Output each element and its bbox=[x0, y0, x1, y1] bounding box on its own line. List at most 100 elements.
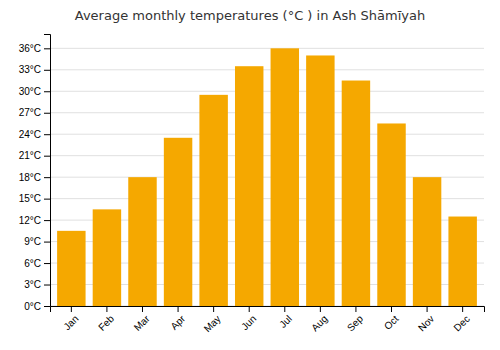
tick-label: 30°C bbox=[19, 86, 41, 97]
tick: Nov bbox=[416, 306, 436, 333]
bar bbox=[413, 177, 441, 306]
tick-line bbox=[249, 306, 250, 312]
tick: Aug bbox=[309, 306, 329, 333]
bar bbox=[199, 95, 227, 306]
tick-line bbox=[44, 70, 50, 71]
tick-label: Dec bbox=[451, 313, 471, 333]
y-axis: 0°C 3°C 6°C 9°C 12°C 15°C 18°C 21°C 24°C 27°C 30°C… bbox=[19, 35, 51, 312]
tick-line bbox=[44, 263, 50, 264]
tick: 6°C bbox=[24, 258, 50, 269]
tick-label: Mar bbox=[132, 313, 152, 333]
tick-label: 33°C bbox=[19, 64, 41, 75]
tick-label: 21°C bbox=[19, 150, 41, 161]
tick-label: 36°C bbox=[19, 43, 41, 54]
tick-label: Jul bbox=[277, 313, 294, 330]
tick-label: 0°C bbox=[24, 301, 41, 312]
tick-line bbox=[44, 306, 50, 307]
tick-line bbox=[44, 156, 50, 157]
tick-line bbox=[44, 113, 50, 114]
grid bbox=[50, 48, 484, 306]
tick: 9°C bbox=[24, 236, 50, 247]
bar bbox=[306, 55, 334, 306]
tick: Oct bbox=[382, 306, 401, 332]
tick-line bbox=[44, 134, 50, 135]
tick-label: Aug bbox=[309, 313, 329, 333]
tick-line bbox=[462, 306, 463, 312]
tick-line bbox=[142, 306, 143, 312]
tick-label: Apr bbox=[168, 313, 187, 332]
bar bbox=[93, 209, 121, 306]
tick-line bbox=[106, 306, 107, 312]
tick: 3°C bbox=[24, 279, 50, 290]
tick: Feb bbox=[96, 306, 116, 333]
tick-label: 12°C bbox=[19, 215, 41, 226]
grid-line bbox=[50, 112, 484, 113]
bar bbox=[128, 177, 156, 306]
tick-label: Jun bbox=[239, 313, 258, 332]
tick-label: Nov bbox=[416, 313, 436, 333]
bar bbox=[235, 66, 263, 306]
chart: Average monthly temperatures (°C ) in As… bbox=[0, 0, 500, 350]
bar bbox=[342, 81, 370, 306]
tick: 18°C bbox=[19, 172, 50, 183]
tick-line bbox=[71, 306, 72, 312]
tick: 27°C bbox=[19, 107, 50, 118]
tick: Sep bbox=[345, 306, 366, 333]
tick-label: Oct bbox=[382, 313, 401, 332]
tick-line bbox=[44, 242, 50, 243]
grid-line bbox=[50, 69, 484, 70]
tick: Mar bbox=[132, 306, 152, 333]
tick-label: 27°C bbox=[19, 107, 41, 118]
bar bbox=[164, 138, 192, 306]
tick-line bbox=[44, 177, 50, 178]
tick-label: 24°C bbox=[19, 129, 41, 140]
tick-line bbox=[320, 306, 321, 312]
tick: 0°C bbox=[24, 301, 50, 312]
tick-label: Feb bbox=[96, 313, 116, 333]
tick: Jul bbox=[277, 306, 294, 330]
tick-line bbox=[44, 91, 50, 92]
tick: May bbox=[202, 306, 223, 334]
tick: 36°C bbox=[19, 43, 50, 54]
tick: 33°C bbox=[19, 64, 50, 75]
tick-line bbox=[355, 306, 356, 312]
tick-label: 18°C bbox=[19, 172, 41, 183]
tick-label: May bbox=[202, 313, 223, 334]
tick-line bbox=[44, 199, 50, 200]
grid-line bbox=[50, 134, 484, 135]
grid-line bbox=[50, 48, 484, 49]
tick-line bbox=[427, 306, 428, 312]
tick-line bbox=[391, 306, 392, 312]
tick: Dec bbox=[451, 306, 471, 333]
tick: 21°C bbox=[19, 150, 50, 161]
tick-line bbox=[284, 306, 285, 312]
tick: 30°C bbox=[19, 86, 50, 97]
tick-label: 9°C bbox=[24, 236, 41, 247]
bar bbox=[271, 48, 299, 306]
tick-line bbox=[44, 220, 50, 221]
tick: 12°C bbox=[19, 215, 50, 226]
axis-line bbox=[51, 307, 485, 313]
tick-label: 6°C bbox=[24, 258, 41, 269]
tick-label: Jan bbox=[61, 313, 80, 332]
bar bbox=[377, 123, 405, 306]
tick-line bbox=[178, 306, 179, 312]
grid-line bbox=[50, 155, 484, 156]
axis-line bbox=[44, 35, 51, 307]
grid-line bbox=[50, 91, 484, 92]
tick: 15°C bbox=[19, 193, 50, 204]
bar bbox=[448, 217, 476, 306]
title: Average monthly temperatures (°C ) in As… bbox=[75, 8, 425, 23]
bar bbox=[57, 231, 85, 306]
bars bbox=[57, 48, 477, 306]
tick: 24°C bbox=[19, 129, 50, 140]
tick-line bbox=[44, 48, 50, 49]
tick-label: 3°C bbox=[24, 279, 41, 290]
plot: Jan Feb Mar Apr May Jun Jul Aug Sep Oct Nov Dec 0°C 3… bbox=[19, 35, 485, 335]
x-axis: Jan Feb Mar Apr May Jun Jul Aug Sep Oct Nov Dec bbox=[51, 306, 485, 334]
tick-line bbox=[213, 306, 214, 312]
tick: Jan bbox=[61, 306, 80, 332]
tick: Jun bbox=[239, 306, 258, 332]
tick-label: Sep bbox=[345, 313, 366, 334]
tick-line bbox=[44, 285, 50, 286]
